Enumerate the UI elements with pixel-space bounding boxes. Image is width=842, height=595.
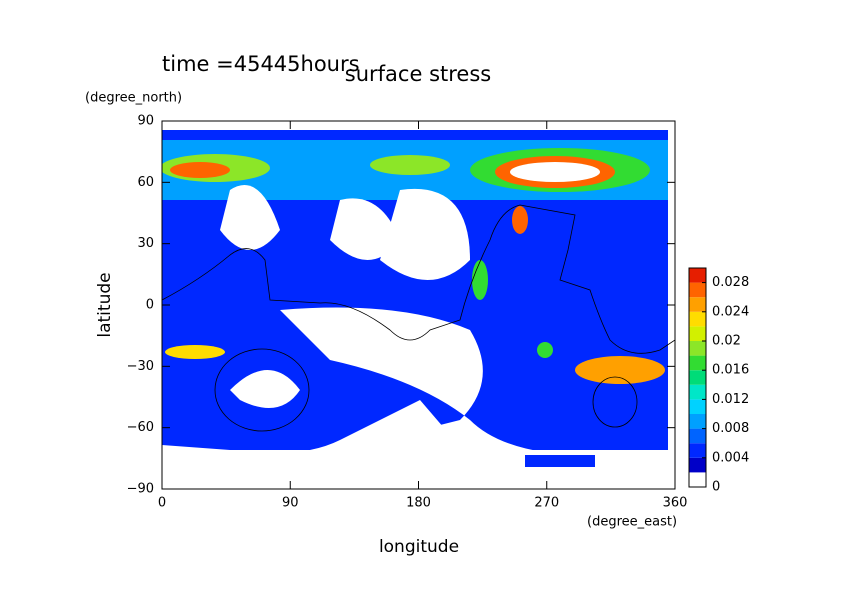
colorbar-band [689,311,706,327]
y-tick-label: 30 [137,236,154,251]
y-tick-label: 0 [146,298,154,313]
colorbar-band [689,355,706,371]
y-axis-label: latitude [95,272,115,337]
x-unit: (degree_east) [587,515,677,530]
x-axis-label: longitude [379,537,459,557]
colorbar-tick-label: 0.028 [712,275,749,290]
y-tick-label: −90 [127,482,154,497]
colorbar-band [689,370,706,385]
colorbar-band [689,384,706,400]
colorbar-band [689,282,706,298]
x-tick-label: 90 [282,496,299,511]
colorbar-band [689,457,706,473]
colorbar-band [689,472,706,487]
y-unit: (degree_north) [85,91,182,106]
colorbar-band [689,326,706,341]
colorbar-tick-label: 0.016 [712,363,749,378]
colorbar-tick-label: 0.012 [712,392,749,407]
y-tick-label: 60 [137,175,154,190]
colorbar-band [689,341,706,356]
colorbar-tick-label: 0.004 [712,450,749,465]
y-tick-label: 90 [137,114,154,129]
colorbar-band [689,443,706,458]
x-tick-label: 180 [406,496,431,511]
contour-field [162,130,675,489]
x-tick-label: 0 [158,496,166,511]
colorbar-tick-label: 0.02 [712,334,741,349]
x-tick-label: 270 [534,496,559,511]
x-tick-label: 360 [663,496,688,511]
colorbar-tick-label: 0.008 [712,421,749,436]
time-label: time =45445hours [162,52,360,76]
colorbar-band [689,414,706,429]
colorbar-frame [688,267,707,488]
colorbar-tick-label: 0 [712,480,720,495]
colorbar-band [689,268,706,283]
colorbar-band [689,399,706,414]
colorbar-tick-label: 0.024 [712,304,749,319]
colorbar-band [689,428,706,444]
colorbar-band [689,297,706,312]
chart-title: surface stress [345,62,491,86]
y-tick-label: −60 [127,420,154,435]
y-tick-label: −30 [127,359,154,374]
